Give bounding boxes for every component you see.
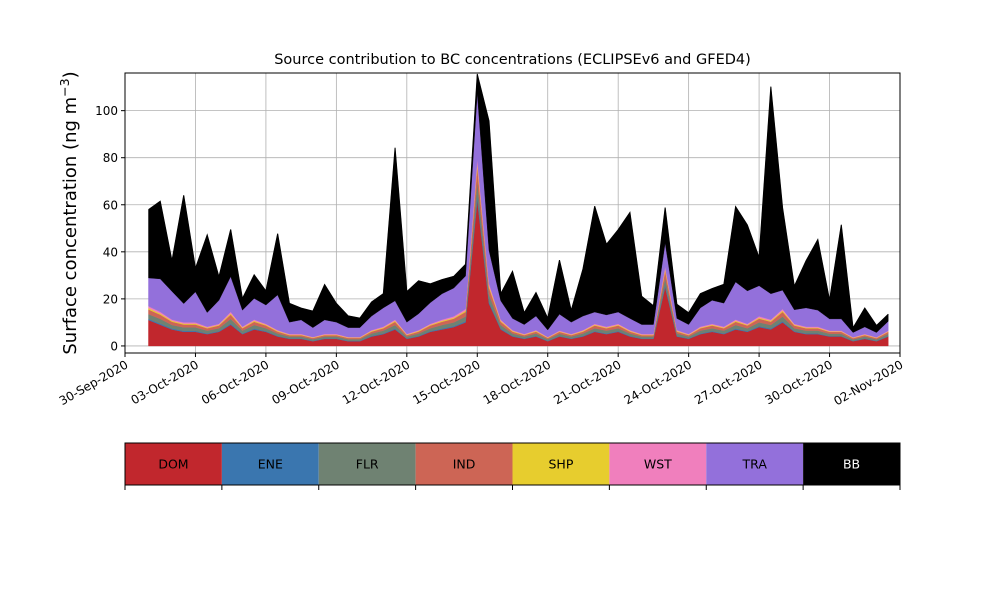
x-tick-label: 03-Oct-2020 — [129, 357, 201, 407]
legend-swatch-ene — [221, 443, 319, 485]
legend-frame — [124, 442, 901, 486]
total-outline — [148, 74, 889, 330]
legend: DOM ENE FLR IND SHP WST TRA BB — [124, 442, 901, 490]
x-tick-label: 15-Oct-2020 — [410, 357, 482, 407]
stacked-areas — [148, 73, 889, 347]
y-tick-label: 0 — [110, 339, 118, 353]
x-tick-label: 30-Sep-2020 — [57, 357, 131, 408]
chart-title: Source contribution to BC concentrations… — [274, 52, 751, 68]
y-axis-label-sup: −3 — [57, 78, 72, 96]
y-tick-label: 60 — [103, 198, 118, 212]
x-tick-label: 18-Oct-2020 — [481, 357, 553, 407]
legend-swatch-bb — [803, 443, 900, 485]
total-line — [148, 74, 889, 330]
y-tick-label: 100 — [95, 104, 118, 118]
legend-label-flr: FLR — [356, 457, 379, 472]
legend-swatch-flr — [318, 443, 416, 485]
legend-swatch-ind — [415, 443, 513, 485]
x-tick-label: 06-Oct-2020 — [199, 357, 271, 407]
plot-frame — [124, 72, 901, 354]
x-tick-label: 02-Nov-2020 — [831, 357, 905, 408]
x-tick-label: 30-Oct-2020 — [763, 357, 835, 407]
x-tick-label: 12-Oct-2020 — [340, 357, 412, 407]
y-axis-label: Surface concentration (ng m−3) — [57, 71, 81, 354]
x-tick-label: 24-Oct-2020 — [622, 357, 694, 407]
legend-label-bb: BB — [843, 457, 860, 472]
x-axis: 30-Sep-202003-Oct-202006-Oct-202009-Oct-… — [57, 353, 906, 408]
legend-swatch-dom — [125, 443, 222, 485]
legend-swatch-shp — [512, 443, 610, 485]
y-axis: 0 20 40 60 80 100 — [95, 104, 125, 353]
legend-swatch-wst — [609, 443, 707, 485]
legend-label-tra: TRA — [742, 457, 768, 472]
legend-label-shp: SHP — [549, 457, 574, 472]
x-tick-label: 09-Oct-2020 — [269, 357, 341, 407]
legend-swatch-tra — [706, 443, 804, 485]
y-tick-label: 20 — [103, 292, 118, 306]
y-tick-label: 40 — [103, 245, 118, 259]
y-axis-label-main: Surface concentration (ng m — [60, 97, 81, 355]
x-tick-label: 27-Oct-2020 — [692, 357, 764, 407]
y-axis-label-end: ) — [60, 71, 81, 78]
legend-label-ene: ENE — [258, 457, 283, 472]
legend-label-dom: DOM — [158, 457, 188, 472]
x-tick-label: 21-Oct-2020 — [551, 357, 623, 407]
legend-label-wst: WST — [644, 457, 672, 472]
y-tick-label: 80 — [103, 151, 118, 165]
legend-label-ind: IND — [453, 457, 476, 472]
